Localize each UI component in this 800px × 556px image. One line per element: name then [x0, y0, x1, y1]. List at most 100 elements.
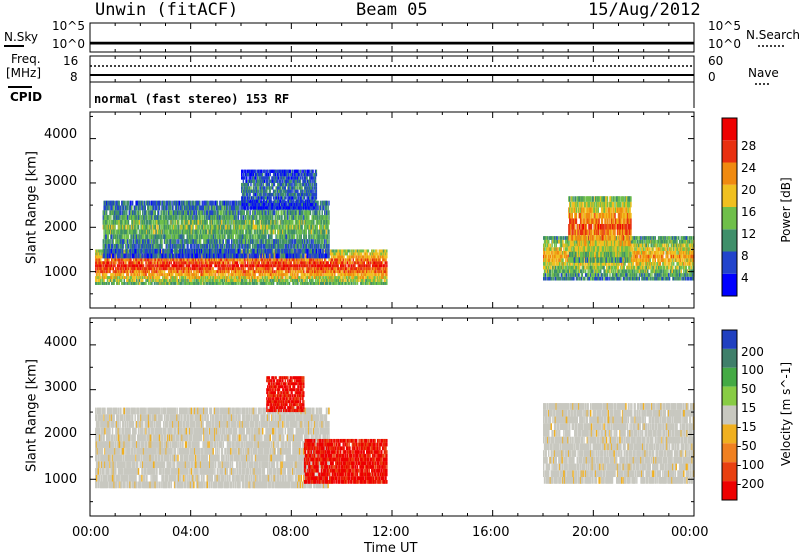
- power-cell: [220, 201, 221, 206]
- power-cell: [131, 239, 132, 244]
- power-cell: [122, 234, 123, 239]
- power-cell: [309, 264, 310, 267]
- power-cell: [227, 205, 228, 210]
- power-cell: [197, 215, 198, 220]
- power-cell: [197, 267, 198, 270]
- power-cell: [322, 264, 323, 267]
- power-cell: [222, 205, 223, 210]
- power-cell: [258, 258, 259, 261]
- power-cell: [221, 220, 222, 225]
- power-cell: [132, 201, 133, 206]
- power-cell: [197, 254, 198, 259]
- power-cell: [166, 215, 167, 220]
- power-cell: [106, 273, 107, 276]
- power-cell: [139, 279, 140, 282]
- power-cell: [300, 267, 301, 270]
- power-cell: [386, 267, 387, 270]
- power-cell: [182, 205, 183, 210]
- power-cell: [262, 273, 263, 276]
- power-cell: [156, 270, 157, 273]
- power-cell: [114, 225, 115, 230]
- power-cell: [134, 276, 135, 279]
- power-cell: [189, 249, 190, 254]
- power-cell: [160, 225, 161, 230]
- power-cell: [378, 255, 379, 258]
- power-cell: [108, 239, 109, 244]
- power-cell: [220, 267, 221, 270]
- power-cell: [249, 276, 250, 279]
- power-cell: [121, 261, 122, 264]
- power-cell: [197, 264, 198, 267]
- power-cell: [119, 282, 120, 285]
- power-cell: [111, 279, 112, 282]
- power-cell: [179, 215, 180, 220]
- power-cell: [177, 258, 178, 261]
- power-cell: [204, 264, 205, 267]
- power-cell: [142, 279, 143, 282]
- power-cell: [306, 279, 307, 282]
- power-cell: [205, 225, 206, 230]
- power-cell: [163, 254, 164, 259]
- power-cell: [289, 282, 290, 285]
- power-cell: [173, 254, 174, 259]
- power-cell: [119, 270, 120, 273]
- power-cell: [223, 282, 224, 285]
- power-cell: [258, 264, 259, 267]
- power-cell: [151, 230, 152, 235]
- power-cell: [282, 276, 283, 279]
- power-cell: [223, 258, 224, 261]
- power-cell: [369, 270, 370, 273]
- power-cell: [145, 282, 146, 285]
- power-cell: [110, 239, 111, 244]
- power-cell: [232, 276, 233, 279]
- power-cell: [197, 205, 198, 210]
- power-cell: [176, 254, 177, 259]
- power-cell: [207, 201, 208, 206]
- power-cell: [151, 282, 152, 285]
- power-cell: [293, 270, 294, 273]
- power-cell: [379, 267, 380, 270]
- power-cell: [353, 249, 354, 252]
- power-cell: [190, 267, 191, 270]
- power-cell: [153, 230, 154, 235]
- power-cell: [158, 210, 159, 215]
- power-cell: [114, 264, 115, 267]
- power-cell: [199, 201, 200, 206]
- power-cell: [270, 258, 271, 261]
- power-cell: [136, 254, 137, 259]
- power-cell: [363, 276, 364, 279]
- power-cell: [282, 270, 283, 273]
- power-cell: [123, 244, 124, 249]
- power-cell: [386, 273, 387, 276]
- power-cell: [152, 215, 153, 220]
- power-cell: [228, 273, 229, 276]
- power-cell: [212, 261, 213, 264]
- power-cell: [322, 273, 323, 276]
- power-cell: [100, 258, 101, 261]
- power-cell: [113, 205, 114, 210]
- power-cell: [250, 282, 251, 285]
- power-cell: [297, 273, 298, 276]
- power-cell: [247, 261, 248, 264]
- power-cell: [130, 201, 131, 206]
- power-cell: [175, 220, 176, 225]
- power-cell: [204, 215, 205, 220]
- power-cell: [192, 225, 193, 230]
- power-cell: [264, 261, 265, 264]
- power-cell: [234, 264, 235, 267]
- power-cell: [379, 273, 380, 276]
- power-cell: [136, 205, 137, 210]
- power-cell: [216, 264, 217, 267]
- power-cell: [376, 273, 377, 276]
- power-cell: [184, 244, 185, 249]
- power-cell: [367, 252, 368, 255]
- power-cell: [231, 270, 232, 273]
- power-cell: [311, 261, 312, 264]
- power-cell: [153, 205, 154, 210]
- power-cell: [200, 215, 201, 220]
- power-cell: [139, 220, 140, 225]
- power-cell: [305, 279, 306, 282]
- power-cell: [243, 267, 244, 270]
- power-cell: [166, 205, 167, 210]
- power-cell: [160, 267, 161, 270]
